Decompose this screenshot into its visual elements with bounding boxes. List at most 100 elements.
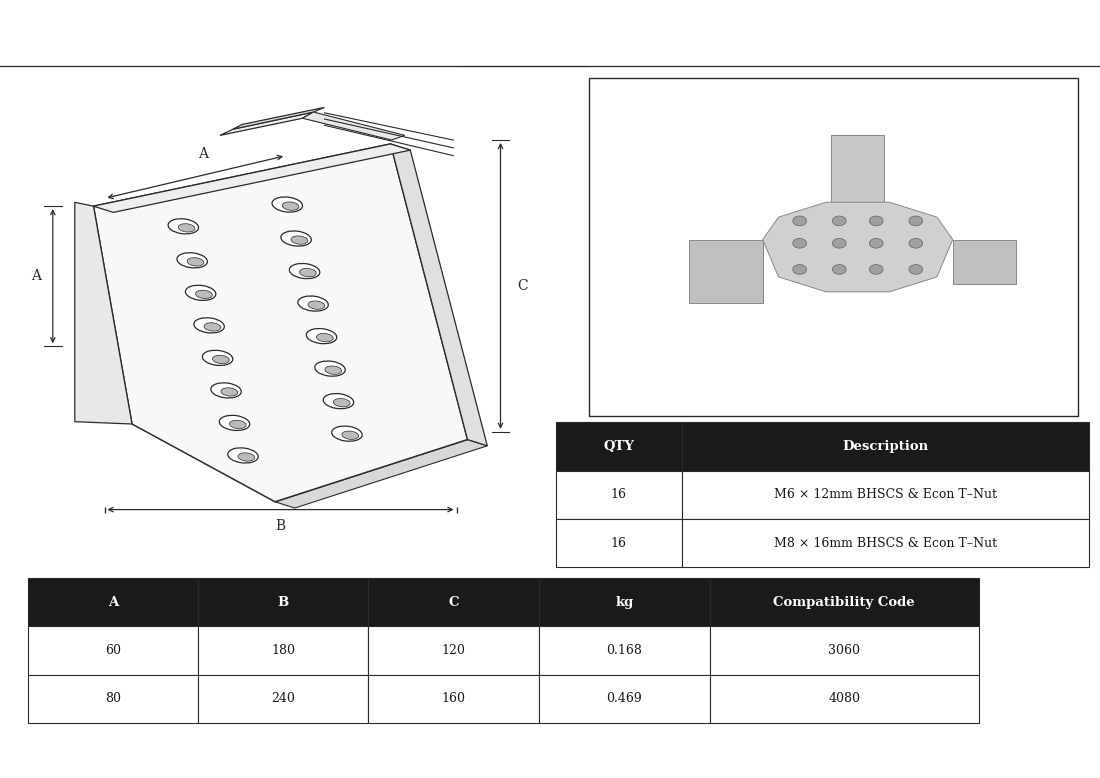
Ellipse shape <box>323 394 354 408</box>
Polygon shape <box>220 112 313 135</box>
Text: QTY: QTY <box>603 440 635 453</box>
Text: 3060: 3060 <box>828 644 860 657</box>
Text: M8 × 16mm BHSCS & Econ T–Nut: M8 × 16mm BHSCS & Econ T–Nut <box>774 537 997 549</box>
Text: A: A <box>198 147 209 161</box>
FancyBboxPatch shape <box>710 675 979 723</box>
Ellipse shape <box>228 448 258 463</box>
FancyBboxPatch shape <box>556 422 682 471</box>
Text: 16: 16 <box>610 537 627 549</box>
Ellipse shape <box>317 334 333 342</box>
Text: 60: 60 <box>104 644 121 657</box>
Polygon shape <box>75 202 132 424</box>
Text: 240: 240 <box>272 692 295 705</box>
Text: A: A <box>108 596 118 608</box>
Text: 16: 16 <box>610 489 627 501</box>
Polygon shape <box>762 202 953 292</box>
FancyBboxPatch shape <box>588 78 1078 416</box>
Text: kg: kg <box>615 596 634 608</box>
Ellipse shape <box>299 268 317 277</box>
Ellipse shape <box>342 431 359 440</box>
Text: M6 × 12mm BHSCS & Econ T–Nut: M6 × 12mm BHSCS & Econ T–Nut <box>774 489 997 501</box>
Ellipse shape <box>332 426 362 441</box>
Ellipse shape <box>306 328 337 344</box>
Ellipse shape <box>194 317 224 333</box>
FancyBboxPatch shape <box>368 626 539 675</box>
Text: 4080: 4080 <box>828 692 860 705</box>
Circle shape <box>909 238 923 248</box>
Ellipse shape <box>283 202 299 210</box>
Circle shape <box>793 238 806 248</box>
FancyBboxPatch shape <box>539 675 710 723</box>
Ellipse shape <box>202 350 233 366</box>
FancyBboxPatch shape <box>28 675 198 723</box>
FancyBboxPatch shape <box>198 626 368 675</box>
Ellipse shape <box>212 356 229 363</box>
Text: 160: 160 <box>442 692 465 705</box>
FancyBboxPatch shape <box>682 422 1089 471</box>
Circle shape <box>833 265 846 275</box>
Ellipse shape <box>308 301 324 310</box>
Circle shape <box>833 216 846 226</box>
Ellipse shape <box>178 224 195 232</box>
Polygon shape <box>275 440 487 508</box>
Polygon shape <box>94 144 467 502</box>
FancyBboxPatch shape <box>28 578 198 626</box>
Ellipse shape <box>238 453 255 461</box>
Ellipse shape <box>333 398 350 407</box>
FancyBboxPatch shape <box>682 519 1089 567</box>
FancyBboxPatch shape <box>198 675 368 723</box>
Circle shape <box>869 238 883 248</box>
FancyBboxPatch shape <box>368 578 539 626</box>
FancyBboxPatch shape <box>368 675 539 723</box>
Circle shape <box>833 238 846 248</box>
Ellipse shape <box>196 290 212 299</box>
Polygon shape <box>302 112 405 140</box>
Ellipse shape <box>315 361 345 377</box>
Ellipse shape <box>230 420 246 429</box>
FancyBboxPatch shape <box>198 578 368 626</box>
Circle shape <box>793 216 806 226</box>
Ellipse shape <box>292 236 308 244</box>
Text: A: A <box>31 269 42 283</box>
Ellipse shape <box>280 231 311 246</box>
Ellipse shape <box>219 415 250 430</box>
Circle shape <box>869 216 883 226</box>
Text: 80: 80 <box>104 692 121 705</box>
Circle shape <box>909 265 923 275</box>
Circle shape <box>909 216 923 226</box>
FancyBboxPatch shape <box>556 471 682 519</box>
Text: B: B <box>275 519 286 533</box>
Text: C: C <box>449 596 459 608</box>
Ellipse shape <box>211 383 241 398</box>
Text: C: C <box>517 279 528 293</box>
Polygon shape <box>689 240 762 303</box>
Ellipse shape <box>289 264 320 279</box>
Text: 0.168: 0.168 <box>606 644 642 657</box>
Polygon shape <box>390 144 487 446</box>
Ellipse shape <box>221 387 238 396</box>
Text: Description: Description <box>843 440 928 453</box>
Circle shape <box>869 265 883 275</box>
FancyBboxPatch shape <box>539 626 710 675</box>
FancyBboxPatch shape <box>710 626 979 675</box>
Polygon shape <box>953 240 1016 285</box>
Circle shape <box>793 265 806 275</box>
Polygon shape <box>832 135 884 202</box>
Ellipse shape <box>204 323 221 331</box>
Ellipse shape <box>324 366 342 374</box>
Ellipse shape <box>272 197 302 212</box>
Ellipse shape <box>168 219 198 234</box>
Text: B: B <box>277 596 289 608</box>
Polygon shape <box>233 107 324 129</box>
Text: Compatibility Code: Compatibility Code <box>773 596 915 608</box>
FancyBboxPatch shape <box>682 471 1089 519</box>
FancyBboxPatch shape <box>539 578 710 626</box>
FancyBboxPatch shape <box>710 578 979 626</box>
Ellipse shape <box>186 286 216 300</box>
Polygon shape <box>94 144 410 212</box>
Text: 120: 120 <box>442 644 465 657</box>
Text: 180: 180 <box>272 644 295 657</box>
Text: 0.469: 0.469 <box>606 692 642 705</box>
Ellipse shape <box>298 296 328 311</box>
FancyBboxPatch shape <box>28 626 198 675</box>
